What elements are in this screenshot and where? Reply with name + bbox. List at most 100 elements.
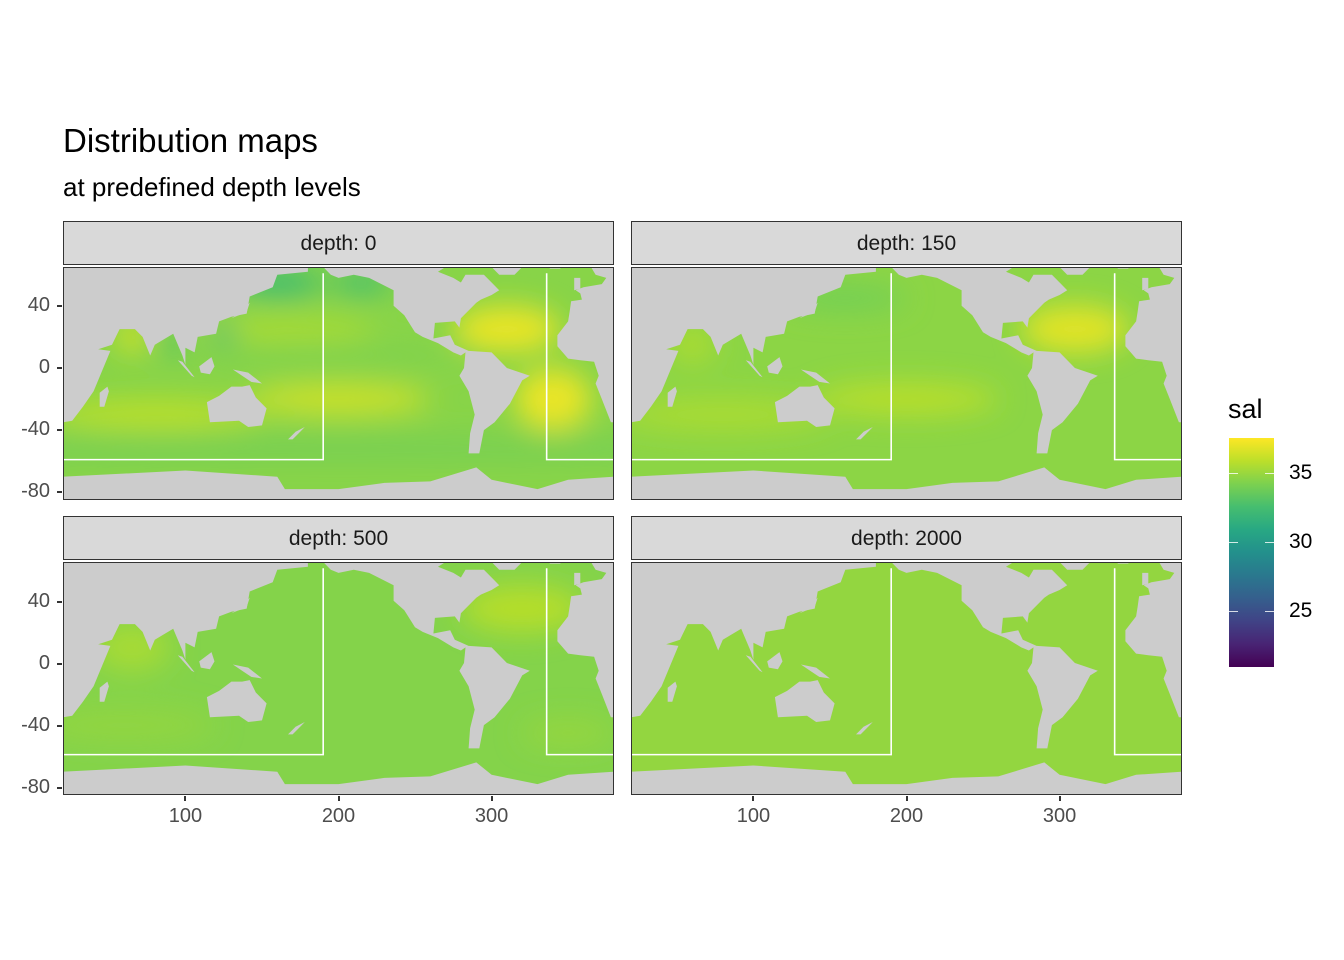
y-tick-mark <box>57 600 62 603</box>
x-tick-mark <box>752 796 755 801</box>
salinity-cell <box>193 316 377 342</box>
salinity-cell <box>1021 305 1129 353</box>
land-africa-europe-east <box>1125 563 1181 718</box>
region-box <box>545 568 613 756</box>
land-africa-europe-east <box>1125 268 1181 423</box>
y-tick-mark <box>57 662 62 665</box>
map-panel <box>63 267 614 500</box>
land-australia <box>774 385 835 427</box>
y-tick-mark <box>57 429 62 432</box>
facet-strip: depth: 500 <box>63 516 614 560</box>
salinity-cell <box>211 324 236 344</box>
x-tick-mark <box>490 796 493 801</box>
y-tick-label: -80 <box>21 480 50 503</box>
salinity-cell <box>200 347 477 364</box>
x-tick-label: 300 <box>474 805 509 827</box>
land-americas <box>324 563 530 749</box>
x-tick-mark <box>184 796 187 801</box>
x-tick-label: 200 <box>321 805 356 827</box>
salinity-cell <box>814 383 999 415</box>
legend-tick-label: 30 <box>1289 530 1313 554</box>
facet-strip: depth: 0 <box>63 221 614 265</box>
map-panel <box>631 267 1182 500</box>
y-tick-label: 0 <box>38 651 50 674</box>
land-americas <box>892 563 1098 749</box>
region-box <box>632 568 892 756</box>
y-tick-mark <box>57 725 62 728</box>
legend-tick-mark <box>1229 472 1238 474</box>
map-panel <box>63 562 614 795</box>
salinity-cell <box>453 305 561 353</box>
y-tick-label: 0 <box>38 355 50 378</box>
land-new-guinea <box>232 369 262 384</box>
land-madagascar <box>99 681 109 702</box>
land-new-zealand <box>288 722 305 735</box>
region-box <box>64 273 324 461</box>
land-iceland <box>549 563 561 564</box>
x-tick-mark <box>1058 796 1061 801</box>
y-tick-mark <box>57 366 62 369</box>
land-sumatra <box>177 655 195 673</box>
land-iceland <box>1117 268 1129 269</box>
legend-tick-mark <box>1229 611 1238 613</box>
legend-colorbar <box>1229 438 1274 667</box>
facet-depth-150: depth: 150 <box>631 221 1182 500</box>
salinity-cell <box>64 437 613 460</box>
land-britain <box>1142 277 1149 291</box>
x-tick-label: 200 <box>889 805 924 827</box>
y-tick-mark <box>57 787 62 790</box>
land-britain <box>574 572 581 586</box>
land-greenland <box>492 268 522 275</box>
legend-tick-label: 35 <box>1289 460 1313 484</box>
facet-depth-2000: depth: 2000 <box>631 516 1182 795</box>
land-new-zealand <box>856 722 873 735</box>
land-africa-europe-east <box>557 563 613 718</box>
land-japan <box>231 302 250 319</box>
legend-tick-mark <box>1265 611 1274 613</box>
land-australia <box>206 680 267 722</box>
x-tick-mark <box>905 796 908 801</box>
land-new-zealand <box>856 427 873 440</box>
land-japan <box>799 597 818 614</box>
land-antarctica <box>632 762 1181 794</box>
land-madagascar <box>667 681 677 702</box>
land-borneo <box>199 652 215 670</box>
land-iceland <box>549 268 561 269</box>
land-new-guinea <box>800 664 830 679</box>
legend-title: sal <box>1228 394 1263 424</box>
y-tick-label: 40 <box>27 589 50 612</box>
land-sumatra <box>177 360 195 378</box>
y-tick-label: 40 <box>27 293 50 316</box>
y-tick-mark <box>57 491 62 494</box>
land-antarctica <box>632 467 1181 499</box>
land-iceland <box>1117 563 1129 564</box>
region-box <box>64 568 324 756</box>
land-madagascar <box>667 386 677 407</box>
land-antarctica <box>64 762 613 794</box>
region-box <box>632 273 892 461</box>
chart-title: Distribution maps <box>63 122 318 159</box>
legend-tick-mark <box>1265 472 1274 474</box>
x-tick-label: 300 <box>1042 805 1077 827</box>
facet-strip: depth: 150 <box>631 221 1182 265</box>
facet-strip: depth: 2000 <box>631 516 1182 560</box>
y-tick-mark <box>57 304 62 307</box>
region-box <box>1113 568 1181 756</box>
y-tick-label: -80 <box>21 776 50 799</box>
land-new-guinea <box>232 664 262 679</box>
region-box <box>1113 273 1181 461</box>
salinity-cell <box>64 709 217 741</box>
salinity-cell <box>460 585 584 632</box>
land-greenland <box>1060 563 1090 570</box>
land-japan <box>231 597 250 614</box>
land-borneo <box>767 652 783 670</box>
salinity-cell <box>514 367 592 431</box>
land-borneo <box>199 357 215 375</box>
land-sumatra <box>745 360 763 378</box>
x-tick-mark <box>337 796 340 801</box>
land-africa-europe-east <box>557 268 613 423</box>
legend-tick-mark <box>1265 542 1274 544</box>
y-tick-label: -40 <box>21 714 50 737</box>
land-greenland <box>1060 268 1090 275</box>
legend-tick-mark <box>1229 542 1238 544</box>
